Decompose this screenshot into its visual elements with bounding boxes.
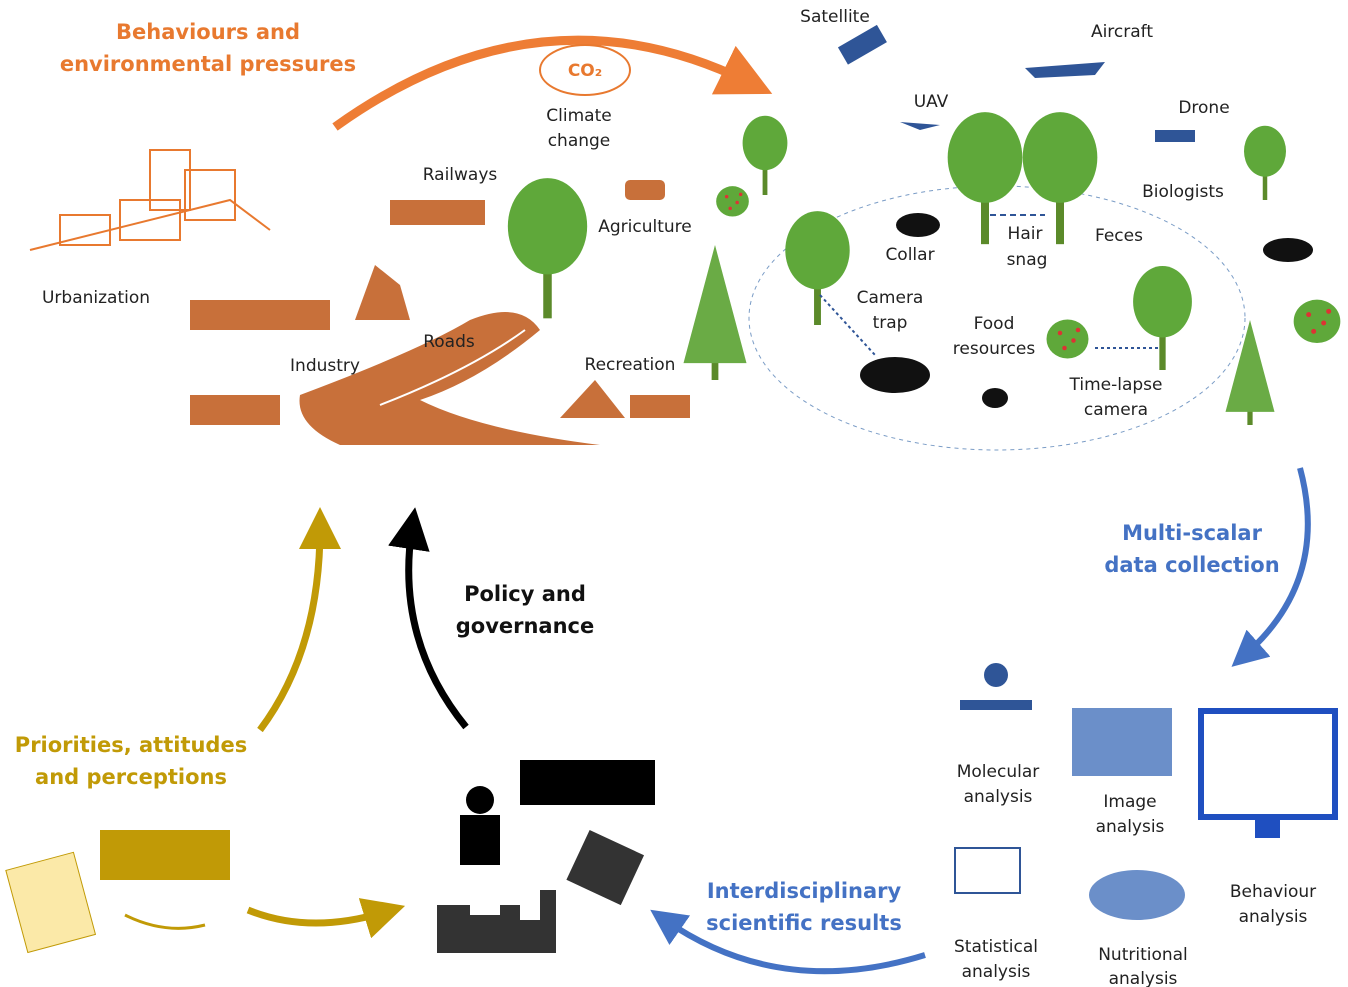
chart-board <box>955 848 1020 893</box>
cow <box>625 180 665 200</box>
meeting <box>520 760 655 805</box>
label: trap <box>873 313 908 333</box>
section-title: environmental pressures <box>60 52 356 76</box>
section-title: Multi-scalar <box>1122 521 1262 545</box>
label: change <box>548 131 611 151</box>
label: Statistical <box>954 937 1038 957</box>
protesters <box>100 830 230 880</box>
label: analysis <box>964 787 1033 807</box>
section-title: Priorities, attitudes <box>15 733 247 757</box>
label: Industry <box>290 356 360 376</box>
label: Feces <box>1095 226 1143 246</box>
image-stack <box>1072 708 1172 776</box>
diagram: Behaviours and environmental pressures C… <box>0 0 1348 987</box>
tree <box>1244 126 1286 200</box>
arrow <box>335 40 748 127</box>
section-title: governance <box>456 614 595 638</box>
deer <box>982 388 1008 408</box>
tree <box>508 178 587 318</box>
monitor-stand <box>1255 818 1280 838</box>
tree <box>684 245 747 380</box>
label: analysis <box>1096 817 1165 837</box>
label: Nutritional <box>1098 945 1188 965</box>
label: Recreation <box>585 355 676 375</box>
label: Agriculture <box>598 217 692 237</box>
label: Climate <box>546 106 611 126</box>
satellite-icon <box>838 25 887 65</box>
label: Time-lapse <box>1069 375 1163 395</box>
label: Biologists <box>1142 182 1224 202</box>
dump-truck <box>190 395 280 425</box>
label: resources <box>953 339 1036 359</box>
log-truck <box>190 300 330 330</box>
section-title: data collection <box>1104 553 1279 577</box>
monitor <box>1201 711 1335 817</box>
arrow <box>248 910 385 923</box>
label: Molecular <box>957 762 1040 782</box>
label: analysis <box>962 962 1031 982</box>
label: analysis <box>1109 969 1178 987</box>
person <box>466 786 494 814</box>
camp <box>560 380 690 418</box>
drone-icon <box>1155 130 1195 142</box>
label: Aircraft <box>1091 22 1153 42</box>
label: CO₂ <box>568 61 602 81</box>
label: Drone <box>1178 98 1229 118</box>
section-title: Policy and <box>464 582 586 606</box>
tree <box>785 211 849 325</box>
elk <box>1263 238 1313 262</box>
label: snag <box>1007 250 1048 270</box>
city <box>437 890 556 953</box>
tree <box>1133 266 1192 370</box>
tree <box>743 116 788 195</box>
label: camera <box>1084 400 1148 420</box>
label: Food <box>974 314 1015 334</box>
bear <box>860 357 930 393</box>
label: analysis <box>1239 907 1308 927</box>
person <box>460 815 500 865</box>
lab-bench <box>960 700 1032 710</box>
label: Behaviour <box>1230 882 1316 902</box>
bear <box>896 213 940 237</box>
uav-icon <box>900 122 940 130</box>
label: Camera <box>857 288 924 308</box>
label: Urbanization <box>42 288 150 308</box>
book <box>566 830 644 905</box>
label: Railways <box>423 165 498 185</box>
section-title: scientific results <box>706 911 902 935</box>
label: Image <box>1103 792 1156 812</box>
berry-bush <box>1047 320 1089 359</box>
berry-bush <box>1294 300 1341 343</box>
scientist <box>984 663 1008 687</box>
arrow <box>260 528 320 730</box>
section-title: Interdisciplinary <box>707 879 902 903</box>
pie <box>1089 870 1185 920</box>
label: Satellite <box>800 7 870 27</box>
label: Collar <box>885 245 934 265</box>
tree <box>1226 320 1275 425</box>
handshake <box>125 915 205 928</box>
label: UAV <box>914 92 949 112</box>
berry-bush <box>716 186 749 216</box>
section-title: and perceptions <box>35 765 227 789</box>
section-title: Behaviours and <box>116 20 300 44</box>
label: Hair <box>1008 224 1043 244</box>
pumpjack <box>355 265 410 320</box>
newspaper <box>6 852 96 952</box>
town <box>30 150 270 250</box>
train <box>390 200 485 225</box>
label: Roads <box>423 332 475 352</box>
aircraft-icon <box>1025 62 1105 78</box>
